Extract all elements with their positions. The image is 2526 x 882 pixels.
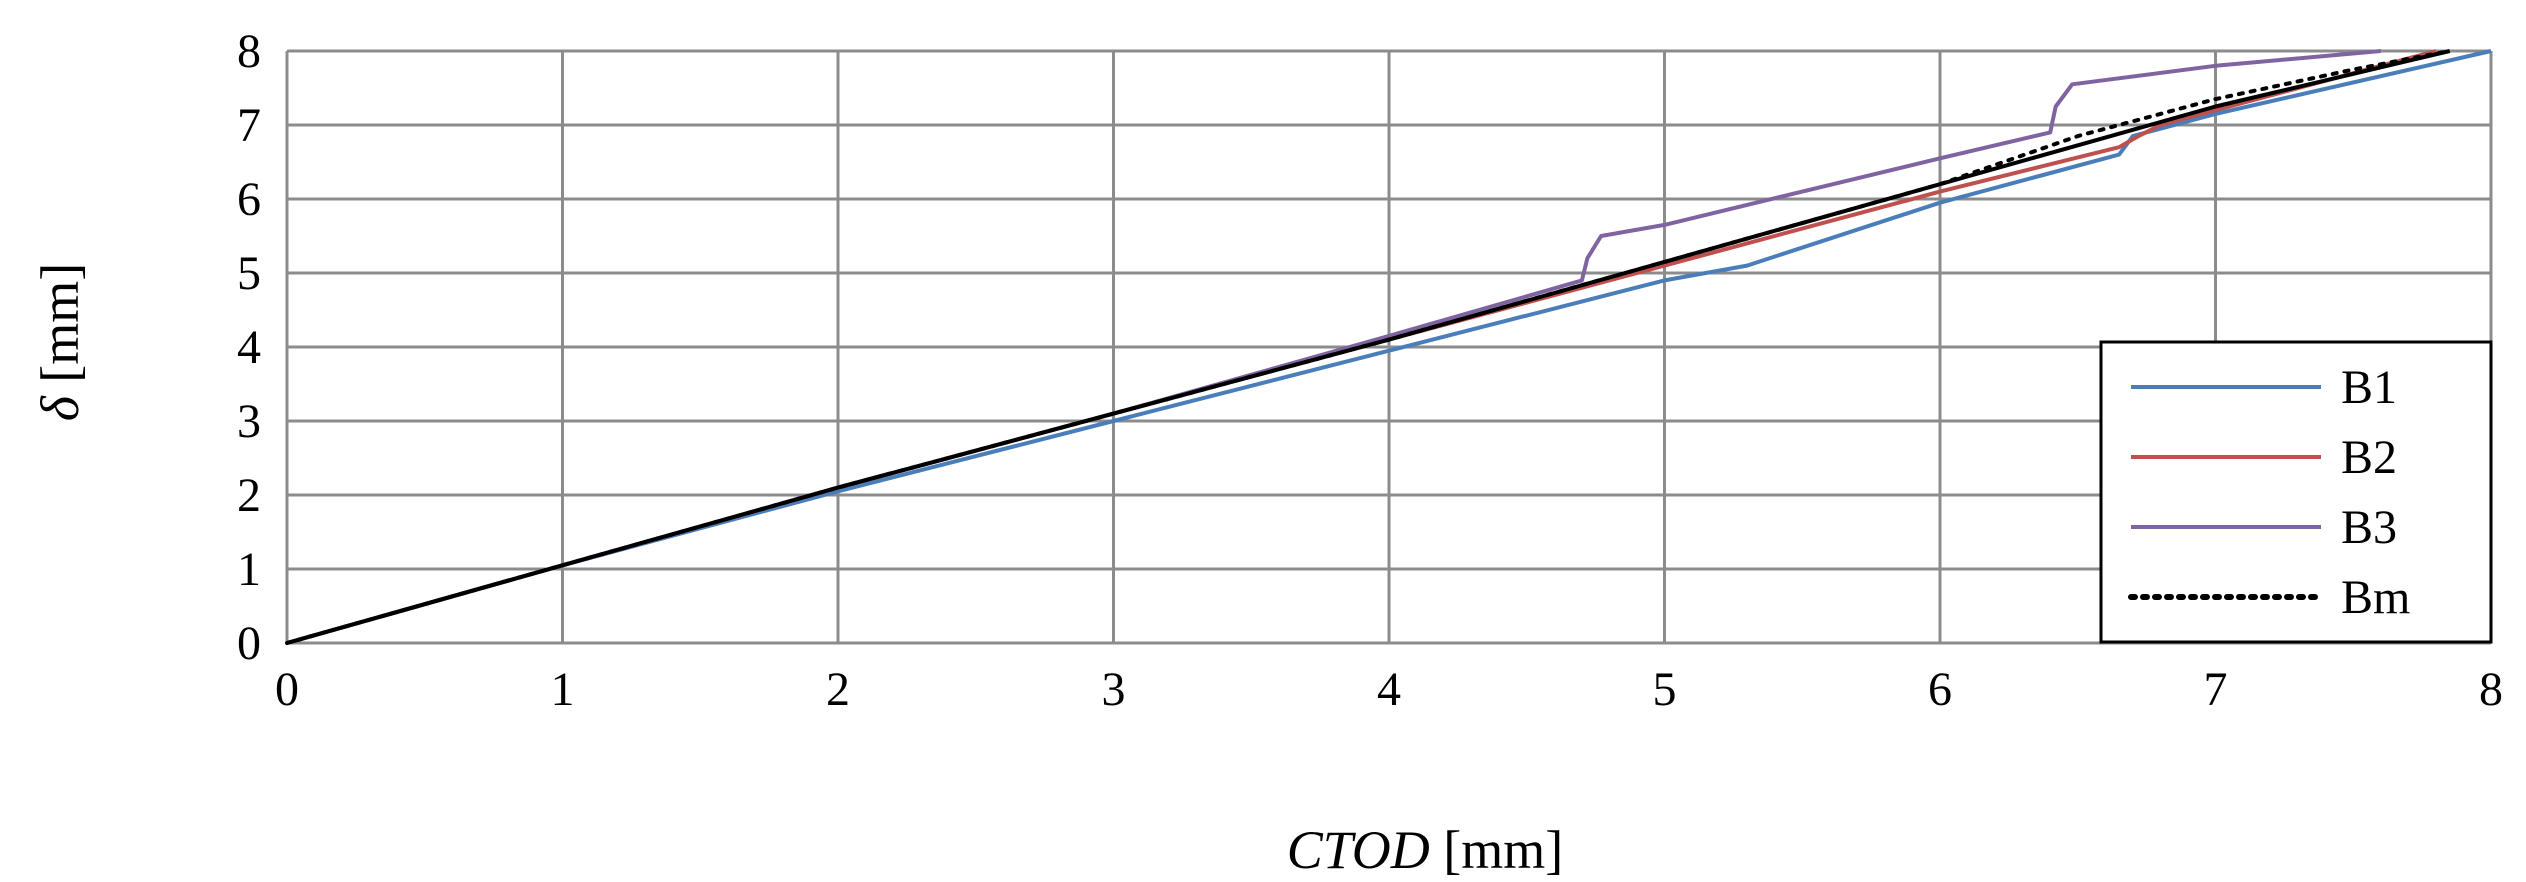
x-axis-title: CTOD [mm]	[1287, 820, 1564, 880]
series-line-bm	[285, 49, 2452, 645]
y-tick-label-1: 1	[237, 543, 261, 596]
x-axis-title-variable: CTOD	[1287, 820, 1430, 880]
legend-box	[2099, 340, 2493, 644]
y-axis-title-unit: [mm]	[30, 263, 90, 396]
y-axis-title-symbol: δ	[30, 395, 90, 421]
x-tick-label-1: 1	[551, 663, 575, 716]
x-axis-title-unit: [mm]	[1430, 820, 1563, 880]
y-tick-label-8: 8	[237, 25, 261, 78]
x-tick-label-0: 0	[275, 663, 299, 716]
x-tick-label-5: 5	[1653, 663, 1677, 716]
y-tick-label-6: 6	[237, 173, 261, 226]
x-tick-label-6: 6	[1928, 663, 1952, 716]
x-axis-ticks: 0 1 2 3 4 5 6 7 8	[275, 663, 2503, 716]
y-tick-label-2: 2	[237, 469, 261, 522]
x-tick-label-4: 4	[1377, 663, 1401, 716]
y-axis-ticks: 0 1 2 3 4 5 6 7 8	[237, 25, 261, 670]
x-tick-label-3: 3	[1102, 663, 1126, 716]
y-tick-label-7: 7	[237, 99, 261, 152]
legend: B1 B2 B3 Bm	[2099, 340, 2493, 644]
y-tick-label-0: 0	[237, 617, 261, 670]
x-tick-label-8: 8	[2479, 663, 2503, 716]
legend-label-bm: Bm	[2341, 571, 2410, 624]
y-axis-title: δ [mm]	[30, 263, 90, 422]
y-tick-label-3: 3	[237, 395, 261, 448]
y-tick-label-4: 4	[237, 321, 261, 374]
x-tick-label-2: 2	[826, 663, 850, 716]
legend-label-b1: B1	[2341, 361, 2397, 414]
series-layer	[285, 49, 2492, 645]
y-tick-label-5: 5	[237, 247, 261, 300]
legend-label-b3: B3	[2341, 501, 2397, 554]
legend-label-b2: B2	[2341, 431, 2397, 484]
x-tick-label-7: 7	[2204, 663, 2228, 716]
